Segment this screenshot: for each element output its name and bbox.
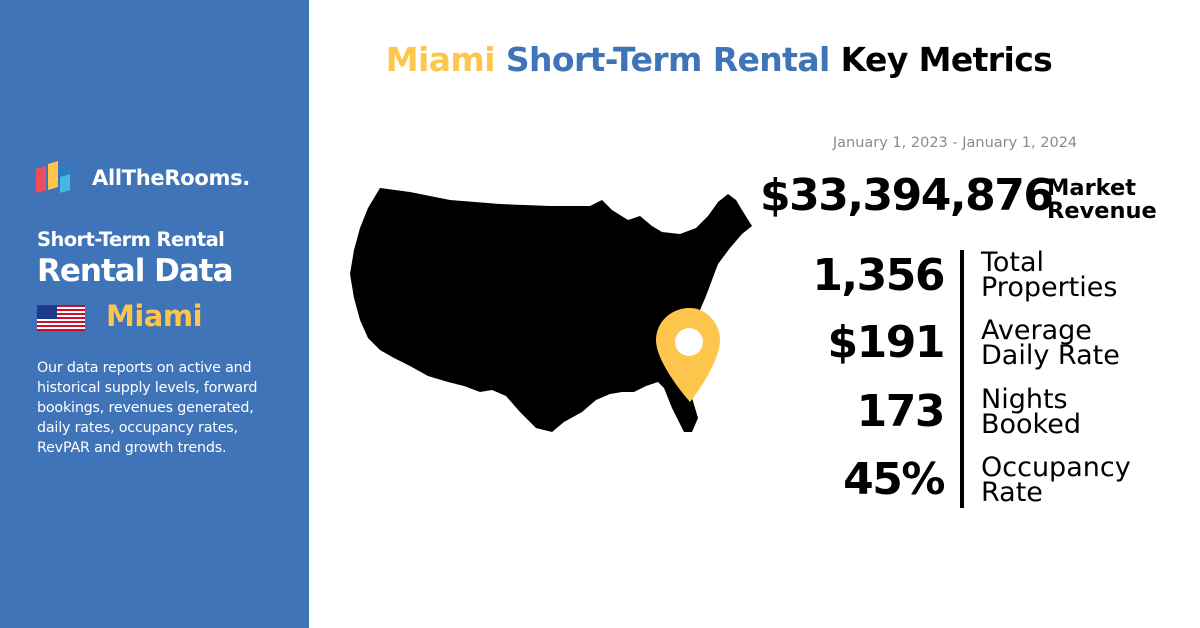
title-city: Miami xyxy=(385,40,496,79)
sidebar-description: Our data reports on active and historica… xyxy=(37,360,258,456)
occupancy-rate-label-line1: Occupancy xyxy=(981,452,1131,483)
date-range: January 1, 2023 - January 1, 2024 xyxy=(832,135,1078,151)
average-daily-rate-label-line2: Daily Rate xyxy=(981,339,1120,371)
occupancy-rate-label: Occupancy Rate xyxy=(981,452,1131,508)
total-properties-label: Total Properties xyxy=(981,247,1118,303)
sidebar-city: Miami xyxy=(106,299,203,333)
nights-booked-label: Nights Booked xyxy=(981,384,1081,440)
market-revenue-value: $33,394,876 xyxy=(760,170,1054,221)
occupancy-rate-label-line2: Rate xyxy=(981,476,1043,508)
average-daily-rate-label-line1: Average xyxy=(981,315,1092,346)
title-middle: Short-Term Rental xyxy=(505,40,831,79)
sidebar-subtitle: Short-Term Rental xyxy=(37,228,225,251)
title-end: Key Metrics xyxy=(840,40,1053,79)
market-revenue-label: Market Revenue xyxy=(1047,177,1157,223)
total-properties-value: 1,356 xyxy=(812,250,945,301)
sidebar: AllTheRooms. Short-Term Rental Rental Da… xyxy=(0,0,309,628)
page-title: Miami Short-Term Rental Key Metrics xyxy=(309,40,1129,79)
brand-logo[interactable]: AllTheRooms. xyxy=(36,160,250,196)
nights-booked-label-line2: Booked xyxy=(981,408,1081,440)
average-daily-rate-value: $191 xyxy=(827,317,946,368)
market-revenue-label-line2: Revenue xyxy=(1047,198,1157,224)
location-pin-icon xyxy=(656,308,720,402)
nights-booked-value: 173 xyxy=(856,386,946,437)
us-flag-icon xyxy=(37,305,85,331)
occupancy-rate-value: 45% xyxy=(843,454,945,505)
average-daily-rate-label: Average Daily Rate xyxy=(981,315,1120,371)
brand-name: AllTheRooms. xyxy=(92,166,250,190)
usa-map-icon xyxy=(350,188,752,432)
total-properties-label-line1: Total xyxy=(981,247,1045,278)
nights-booked-label-line1: Nights xyxy=(981,384,1068,415)
metrics-divider xyxy=(960,250,964,508)
sidebar-title: Rental Data xyxy=(37,253,234,289)
market-revenue-label-line1: Market xyxy=(1047,175,1137,201)
total-properties-label-line2: Properties xyxy=(981,271,1118,303)
allthe-rooms-logo-icon xyxy=(36,161,70,193)
